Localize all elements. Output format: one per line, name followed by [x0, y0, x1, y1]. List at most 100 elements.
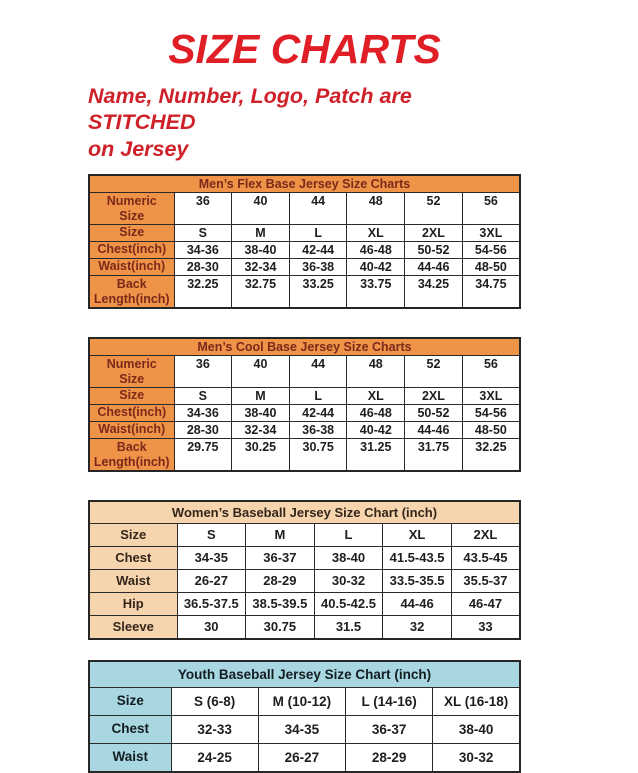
row-label: Sleeve — [88, 614, 178, 640]
row-label: Waist(inch) — [88, 257, 175, 276]
row-label: Chest(inch) — [88, 403, 175, 422]
value-cell: 30-32 — [432, 742, 521, 773]
value-cell: 36 — [173, 191, 233, 225]
value-cell: 31.75 — [404, 437, 463, 472]
table-title: Youth Baseball Jersey Size Chart (inch) — [88, 660, 521, 688]
value-cell: 34-36 — [173, 403, 233, 422]
value-cell: 32 — [382, 614, 452, 640]
page-subtitle: Name, Number, Logo, Patch are STITCHED o… — [88, 84, 412, 161]
value-cell: 44-46 — [382, 591, 452, 616]
row-label: Chest — [88, 545, 178, 570]
value-cell: 36 — [173, 354, 233, 388]
value-cell: 52 — [404, 354, 463, 388]
value-cell: 34-36 — [173, 240, 233, 259]
value-cell: 42-44 — [288, 403, 348, 422]
value-cell: 30.75 — [288, 437, 348, 472]
row-label: Waist — [88, 568, 178, 593]
table-header-row: Youth Baseball Jersey Size Chart (inch) — [88, 660, 521, 688]
value-cell: 40-42 — [346, 257, 406, 276]
table-header-row: Women’s Baseball Jersey Size Chart (inch… — [88, 500, 521, 524]
table-row: Waist(inch) 28-30 32-34 36-38 40-42 44-46 48-5… — [88, 257, 521, 276]
row-label: Waist — [88, 742, 172, 773]
table-header-row: Men’s Flex Base Jersey Size Charts — [88, 174, 521, 193]
value-cell: 52 — [404, 191, 463, 225]
table-row: Waist(inch) 28-30 32-34 36-38 40-42 44-46 48-5… — [88, 420, 521, 439]
value-cell: 28-29 — [245, 568, 315, 593]
value-cell: 46-48 — [346, 403, 406, 422]
value-cell: XL — [346, 223, 406, 242]
value-cell: 48-50 — [461, 420, 521, 439]
value-cell: 32-34 — [231, 420, 290, 439]
table-row: Hip 36.5-37.5 38.5-39.5 40.5-42.5 44-46 46-47 — [88, 591, 521, 616]
value-cell: 46-47 — [450, 591, 521, 616]
value-cell: 38-40 — [313, 545, 384, 570]
value-cell: 33.25 — [288, 274, 348, 309]
value-cell: 50-52 — [404, 240, 463, 259]
table-row: Size S M L XL 2XL 3XL — [88, 386, 521, 405]
row-label: Back Length(inch) — [88, 274, 175, 309]
table-row: Size S M L XL 2XL — [88, 522, 521, 547]
value-cell: 29.75 — [173, 437, 233, 472]
size-table-youth-baseball: Youth Baseball Jersey Size Chart (inch) S… — [88, 659, 521, 773]
table-row: Chest(inch) 34-36 38-40 42-44 46-48 50-52 54-5… — [88, 240, 521, 259]
row-label: Chest(inch) — [88, 240, 175, 259]
table-row: Back Length(inch) 32.25 32.75 33.25 33.75 34.… — [88, 274, 521, 309]
row-label: Size — [88, 223, 175, 242]
size-chart-document: SIZE CHARTS Name, Number, Logo, Patch ar… — [88, 26, 521, 773]
value-cell: 40 — [231, 191, 290, 225]
row-label: Size — [88, 386, 175, 405]
value-cell: 44 — [288, 354, 348, 388]
value-cell: 24-25 — [170, 742, 259, 773]
value-cell: L — [288, 223, 348, 242]
row-label: Size — [88, 522, 178, 547]
value-cell: 48 — [346, 354, 406, 388]
value-cell: 34-35 — [176, 545, 247, 570]
table-title: Women’s Baseball Jersey Size Chart (inch… — [88, 500, 521, 524]
value-cell: L — [288, 386, 348, 405]
value-cell: 54-56 — [461, 240, 521, 259]
table-row: Numeric Size 36 40 44 48 52 56 — [88, 354, 521, 388]
value-cell: 31.25 — [346, 437, 406, 472]
value-cell: 44-46 — [404, 420, 463, 439]
row-label: Numeric Size — [88, 191, 175, 225]
value-cell: 36-38 — [288, 257, 348, 276]
value-cell: 46-48 — [346, 240, 406, 259]
value-cell: L (14-16) — [344, 686, 434, 716]
value-cell: 38.5-39.5 — [245, 591, 315, 616]
table-row: Size S M L XL 2XL 3XL — [88, 223, 521, 242]
value-cell: XL — [346, 386, 406, 405]
table-row: Sleeve 30 30.75 31.5 32 33 — [88, 614, 521, 640]
value-cell: 28-30 — [173, 257, 233, 276]
table-row: Chest(inch) 34-36 38-40 42-44 46-48 50-52 54-5… — [88, 403, 521, 422]
value-cell: 36-37 — [245, 545, 315, 570]
row-label: Back Length(inch) — [88, 437, 175, 472]
value-cell: 32-33 — [170, 714, 259, 744]
value-cell: 50-52 — [404, 403, 463, 422]
table-row: Numeric Size 36 40 44 48 52 56 — [88, 191, 521, 225]
value-cell: M — [245, 522, 315, 547]
value-cell: 48 — [346, 191, 406, 225]
value-cell: S (6-8) — [170, 686, 259, 716]
value-cell: 33.5-35.5 — [382, 568, 452, 593]
value-cell: 54-56 — [461, 403, 521, 422]
value-cell: 44 — [288, 191, 348, 225]
value-cell: 38-40 — [231, 240, 290, 259]
value-cell: 28-30 — [173, 420, 233, 439]
value-cell: 36-38 — [288, 420, 348, 439]
tables-container: Men’s Flex Base Jersey Size Charts Numeri… — [88, 173, 521, 773]
table-row: Waist 26-27 28-29 30-32 33.5-35.5 35.5-37 — [88, 568, 521, 593]
value-cell: 30.75 — [245, 614, 315, 640]
value-cell: 38-40 — [432, 714, 521, 744]
value-cell: 3XL — [461, 223, 521, 242]
value-cell: XL (16-18) — [432, 686, 521, 716]
value-cell: L — [313, 522, 384, 547]
value-cell: 34.75 — [461, 274, 521, 309]
value-cell: M — [231, 223, 290, 242]
value-cell: 44-46 — [404, 257, 463, 276]
value-cell: 32.25 — [173, 274, 233, 309]
value-cell: 42-44 — [288, 240, 348, 259]
value-cell: 40.5-42.5 — [313, 591, 384, 616]
value-cell: 30-32 — [313, 568, 384, 593]
size-table-womens-baseball: Women’s Baseball Jersey Size Chart (inch… — [88, 499, 521, 640]
table-title: Men’s Flex Base Jersey Size Charts — [88, 174, 521, 193]
